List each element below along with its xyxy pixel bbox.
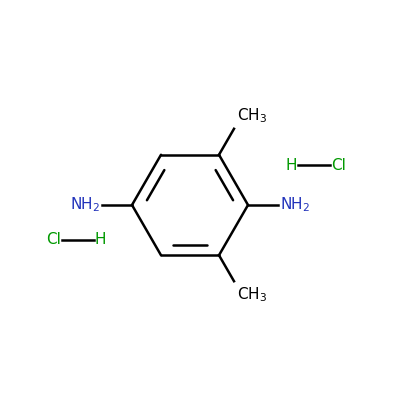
Text: H: H bbox=[286, 158, 297, 172]
Text: H: H bbox=[95, 232, 106, 248]
Text: CH$_3$: CH$_3$ bbox=[237, 285, 267, 304]
Text: Cl: Cl bbox=[331, 158, 346, 172]
Text: CH$_3$: CH$_3$ bbox=[237, 106, 267, 125]
Text: NH$_2$: NH$_2$ bbox=[280, 196, 310, 214]
Text: Cl: Cl bbox=[46, 232, 61, 248]
Text: NH$_2$: NH$_2$ bbox=[70, 196, 100, 214]
